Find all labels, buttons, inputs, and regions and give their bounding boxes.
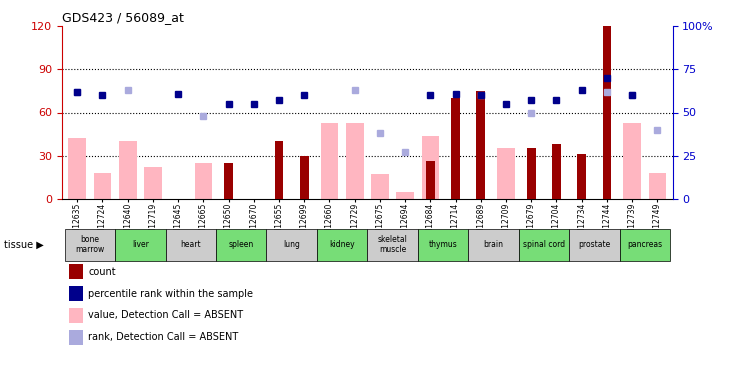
Bar <box>648 173 666 199</box>
Bar <box>497 148 515 199</box>
Text: prostate: prostate <box>578 240 610 249</box>
Bar <box>602 26 611 199</box>
Bar <box>451 98 460 199</box>
Bar <box>321 123 338 199</box>
Text: liver: liver <box>132 240 149 249</box>
Bar <box>346 123 363 199</box>
Bar <box>569 229 620 261</box>
Bar <box>94 173 111 199</box>
Bar <box>396 192 414 199</box>
Text: value, Detection Call = ABSENT: value, Detection Call = ABSENT <box>88 310 243 320</box>
Bar <box>426 161 435 199</box>
Bar <box>477 91 485 199</box>
Text: rank, Detection Call = ABSENT: rank, Detection Call = ABSENT <box>88 332 239 342</box>
Bar <box>422 135 439 199</box>
Text: bone
marrow: bone marrow <box>75 235 105 254</box>
Text: brain: brain <box>483 240 504 249</box>
Bar <box>119 141 137 199</box>
Text: spleen: spleen <box>229 240 254 249</box>
Bar <box>115 229 165 261</box>
Bar <box>371 174 389 199</box>
Bar <box>577 154 586 199</box>
Bar <box>527 148 536 199</box>
Bar <box>469 229 519 261</box>
Text: pancreas: pancreas <box>627 240 662 249</box>
Text: lung: lung <box>283 240 300 249</box>
Text: count: count <box>88 267 116 277</box>
Bar <box>620 229 670 261</box>
Bar <box>69 138 86 199</box>
Bar <box>367 229 418 261</box>
Bar <box>64 229 115 261</box>
Bar <box>552 144 561 199</box>
Bar <box>165 229 216 261</box>
Bar <box>275 141 284 199</box>
Text: thymus: thymus <box>428 240 458 249</box>
Text: tissue ▶: tissue ▶ <box>4 240 43 250</box>
Bar <box>317 229 367 261</box>
Bar <box>224 163 233 199</box>
Bar <box>300 156 308 199</box>
Text: GDS423 / 56089_at: GDS423 / 56089_at <box>62 11 184 24</box>
Text: skeletal
muscle: skeletal muscle <box>378 235 407 254</box>
Text: spinal cord: spinal cord <box>523 240 565 249</box>
Text: heart: heart <box>181 240 201 249</box>
Text: percentile rank within the sample: percentile rank within the sample <box>88 289 254 298</box>
Bar <box>144 167 162 199</box>
Bar <box>418 229 469 261</box>
Bar <box>519 229 569 261</box>
Bar <box>624 123 641 199</box>
Bar <box>216 229 266 261</box>
Bar <box>194 163 212 199</box>
Text: kidney: kidney <box>329 240 355 249</box>
Bar <box>266 229 317 261</box>
